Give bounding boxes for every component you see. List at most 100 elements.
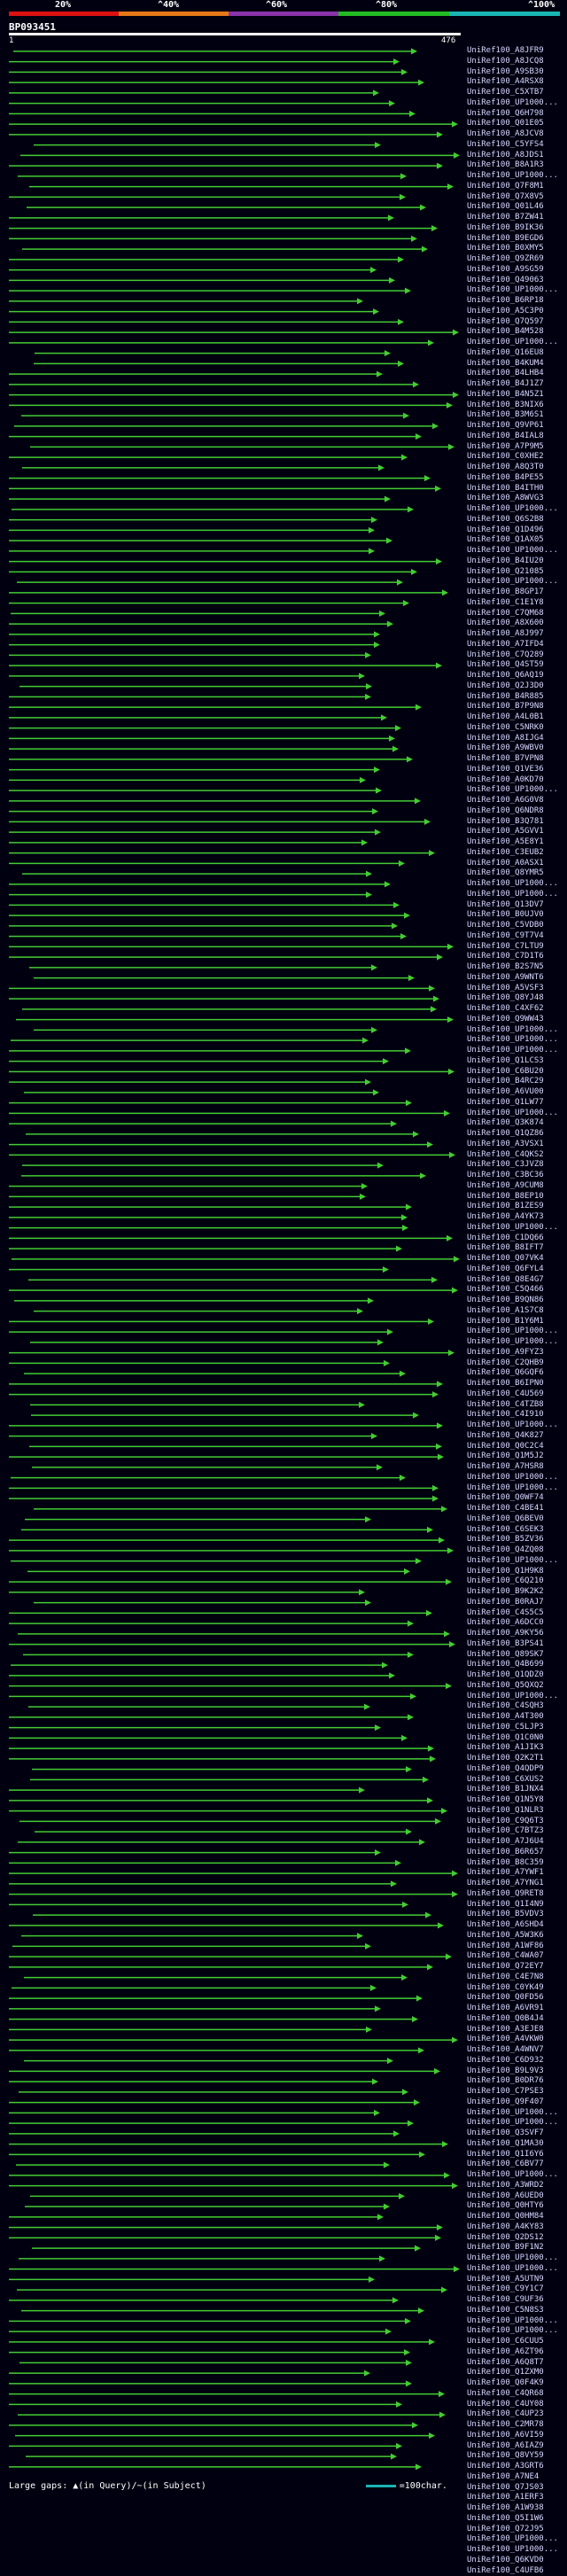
hit-label-link[interactable]: UniRef100_A6IAZ9 (467, 2441, 567, 2452)
hit-label-link[interactable]: UniRef100_C4E7N8 (467, 1973, 567, 1983)
hit-label-link[interactable]: UniRef100_UP1000... (467, 1223, 567, 1234)
hit-label-link[interactable]: UniRef100_B4IU20 (467, 556, 567, 567)
hit-label-link[interactable]: UniRef100_C3BC36 (467, 1171, 567, 1181)
hit-label-link[interactable]: UniRef100_A1JIK3 (467, 1743, 567, 1754)
hit-label-link[interactable]: UniRef100_C4XF62 (467, 1004, 567, 1015)
hit-label-link[interactable]: UniRef100_B0DR76 (467, 2076, 567, 2087)
hit-label-link[interactable]: UniRef100_Q1NLR3 (467, 1806, 567, 1817)
hit-label-link[interactable]: UniRef100_Q3SVF7 (467, 2129, 567, 2139)
hit-label-link[interactable]: UniRef100_C2MR78 (467, 2420, 567, 2431)
hit-label-link[interactable]: UniRef100_A8X600 (467, 619, 567, 629)
hit-label-link[interactable]: UniRef100_A1WF86 (467, 1942, 567, 1952)
hit-label-link[interactable]: UniRef100_C5N8S3 (467, 2306, 567, 2316)
hit-label-link[interactable]: UniRef100_Q6GQF6 (467, 1368, 567, 1379)
hit-label-link[interactable]: UniRef100_C4S5C5 (467, 1608, 567, 1619)
hit-label-link[interactable]: UniRef100_Q9RET8 (467, 1889, 567, 1900)
hit-label-link[interactable]: UniRef100_B1Y6M1 (467, 1317, 567, 1327)
hit-label-link[interactable]: UniRef100_Q7X8V5 (467, 192, 567, 203)
hit-label-link[interactable]: UniRef100_Q8YJ48 (467, 993, 567, 1004)
hit-label-link[interactable]: UniRef100_Q8YMR5 (467, 868, 567, 879)
hit-label-link[interactable]: UniRef100_C4UP23 (467, 2409, 567, 2420)
hit-label-link[interactable]: UniRef100_Q2J3D0 (467, 681, 567, 692)
hit-label-link[interactable]: UniRef100_B9IK36 (467, 223, 567, 234)
hit-label-link[interactable]: UniRef100_UP1000... (467, 1025, 567, 1036)
hit-label-link[interactable]: UniRef100_Q1LCS3 (467, 1056, 567, 1067)
hit-label-link[interactable]: UniRef100_Q3K874 (467, 1118, 567, 1129)
hit-label-link[interactable]: UniRef100_A1W938 (467, 2503, 567, 2514)
hit-label-link[interactable]: UniRef100_C4SQH3 (467, 1701, 567, 1712)
hit-label-link[interactable]: UniRef100_C4BE41 (467, 1504, 567, 1514)
hit-label-link[interactable]: UniRef100_A5W3K6 (467, 1931, 567, 1942)
hit-label-link[interactable]: UniRef100_UP1000... (467, 2253, 567, 2264)
hit-label-link[interactable]: UniRef100_Q1LW77 (467, 1098, 567, 1109)
hit-label-link[interactable]: UniRef100_B4PE55 (467, 473, 567, 484)
hit-label-link[interactable]: UniRef100_C9Q6T3 (467, 1817, 567, 1827)
hit-label-link[interactable]: UniRef100_B8IFT7 (467, 1243, 567, 1254)
hit-label-link[interactable]: UniRef100_UP1000... (467, 1420, 567, 1431)
hit-label-link[interactable]: UniRef100_C2QHB9 (467, 1358, 567, 1369)
hit-label-link[interactable]: UniRef100_A1S7C8 (467, 1306, 567, 1317)
hit-label-link[interactable]: UniRef100_C4QKS2 (467, 1150, 567, 1161)
hit-label-link[interactable]: UniRef100_A7HSR8 (467, 1462, 567, 1473)
hit-label-link[interactable]: UniRef100_UP1000... (467, 2108, 567, 2119)
hit-label-link[interactable]: UniRef100_A8Q3T0 (467, 463, 567, 473)
hit-label-link[interactable]: UniRef100_A4VKW0 (467, 2035, 567, 2045)
hit-label-link[interactable]: UniRef100_B4M528 (467, 327, 567, 338)
hit-label-link[interactable]: UniRef100_Q07VK4 (467, 1254, 567, 1265)
hit-label-link[interactable]: UniRef100_Q1C0N0 (467, 1733, 567, 1744)
hit-label-link[interactable]: UniRef100_C3EUB2 (467, 848, 567, 859)
hit-label-link[interactable]: UniRef100_A9WBV0 (467, 743, 567, 754)
hit-label-link[interactable]: UniRef100_B4J1Z7 (467, 379, 567, 390)
hit-label-link[interactable]: UniRef100_A7P9M5 (467, 442, 567, 453)
hit-label-link[interactable]: UniRef100_A9CUM8 (467, 1181, 567, 1192)
hit-label-link[interactable]: UniRef100_B7VPN8 (467, 754, 567, 765)
hit-label-link[interactable]: UniRef100_UP1000... (467, 2264, 567, 2275)
hit-label-link[interactable]: UniRef100_A4YK73 (467, 1212, 567, 1223)
hit-label-link[interactable]: UniRef100_C3JVZ8 (467, 1160, 567, 1171)
hit-label-link[interactable]: UniRef100_Q1AX05 (467, 535, 567, 546)
hit-label-link[interactable]: UniRef100_Q2K2T1 (467, 1754, 567, 1764)
hit-label-link[interactable]: UniRef100_B4N5Z1 (467, 390, 567, 401)
hit-label-link[interactable]: UniRef100_A4KY83 (467, 2222, 567, 2233)
hit-label-link[interactable]: UniRef100_A9WNT6 (467, 973, 567, 984)
hit-label-link[interactable]: UniRef100_Q1MA30 (467, 2139, 567, 2150)
hit-label-link[interactable]: UniRef100_A5GVV1 (467, 827, 567, 837)
hit-label-link[interactable]: UniRef100_A4T300 (467, 1712, 567, 1723)
hit-label-link[interactable]: UniRef100_C0YK49 (467, 1983, 567, 1994)
hit-label-link[interactable]: UniRef100_Q6BEV0 (467, 1514, 567, 1525)
hit-label-link[interactable]: UniRef100_Q0FD56 (467, 1993, 567, 2004)
hit-label-link[interactable]: UniRef100_A6VU00 (467, 1087, 567, 1098)
hit-label-link[interactable]: UniRef100_Q01L46 (467, 202, 567, 213)
hit-label-link[interactable]: UniRef100_UP1000... (467, 879, 567, 890)
hit-label-link[interactable]: UniRef100_B9K2K2 (467, 1587, 567, 1598)
hit-label-link[interactable]: UniRef100_B4R885 (467, 692, 567, 703)
hit-label-link[interactable]: UniRef100_A7J6U4 (467, 1837, 567, 1848)
hit-label-link[interactable]: UniRef100_Q6NDR8 (467, 806, 567, 817)
hit-label-link[interactable]: UniRef100_Q1N5Y8 (467, 1795, 567, 1806)
hit-label-link[interactable]: UniRef100_A6DCC0 (467, 1618, 567, 1629)
hit-label-link[interactable]: UniRef100_Q9ZR69 (467, 254, 567, 265)
hit-label-link[interactable]: UniRef100_A7YNG1 (467, 1879, 567, 1889)
hit-label-link[interactable]: UniRef100_A0KD70 (467, 775, 567, 786)
hit-label-link[interactable]: UniRef100_Q0HM84 (467, 2212, 567, 2222)
hit-label-link[interactable]: UniRef100_UP1000... (467, 1473, 567, 1483)
hit-label-link[interactable]: UniRef100_C5NRK0 (467, 723, 567, 734)
hit-label-link[interactable]: UniRef100_B0XMY5 (467, 244, 567, 254)
hit-label-link[interactable]: UniRef100_Q72J95 (467, 2525, 567, 2535)
hit-label-link[interactable]: UniRef100_Q7JS03 (467, 2483, 567, 2494)
hit-label-link[interactable]: UniRef100_C6Q210 (467, 1576, 567, 1587)
hit-label-link[interactable]: UniRef100_UP1000... (467, 890, 567, 900)
hit-label-link[interactable]: UniRef100_Q6H798 (467, 109, 567, 120)
hit-label-link[interactable]: UniRef100_Q9F407 (467, 2097, 567, 2108)
hit-label-link[interactable]: UniRef100_UP1000... (467, 1692, 567, 1702)
hit-label-link[interactable]: UniRef100_C5XTB7 (467, 88, 567, 98)
hit-label-link[interactable]: UniRef100_A3GRT6 (467, 2462, 567, 2472)
hit-label-link[interactable]: UniRef100_B4RC29 (467, 1077, 567, 1087)
hit-label-link[interactable]: UniRef100_UP1000... (467, 577, 567, 588)
hit-label-link[interactable]: UniRef100_C6BV77 (467, 2160, 567, 2170)
hit-label-link[interactable]: UniRef100_B8EP10 (467, 1192, 567, 1202)
hit-label-link[interactable]: UniRef100_UP1000... (467, 1046, 567, 1056)
hit-label-link[interactable]: UniRef100_A5C3P0 (467, 307, 567, 317)
hit-label-link[interactable]: UniRef100_Q8E4G7 (467, 1275, 567, 1286)
hit-label-link[interactable]: UniRef100_B4LHB4 (467, 369, 567, 379)
